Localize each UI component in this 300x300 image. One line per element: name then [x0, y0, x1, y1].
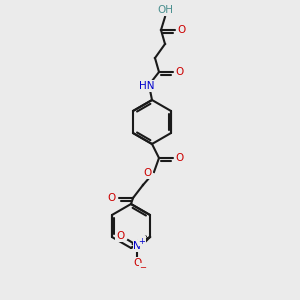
Text: O: O [108, 193, 116, 203]
Text: OH: OH [157, 5, 173, 15]
Text: O: O [116, 231, 124, 241]
Text: O: O [178, 25, 186, 35]
Text: O: O [144, 168, 152, 178]
Text: +: + [139, 236, 145, 245]
Text: O: O [133, 258, 141, 268]
Text: −: − [140, 263, 147, 272]
Text: N: N [133, 241, 141, 251]
Text: O: O [176, 67, 184, 77]
Text: O: O [176, 153, 184, 163]
Text: HN: HN [139, 81, 155, 91]
